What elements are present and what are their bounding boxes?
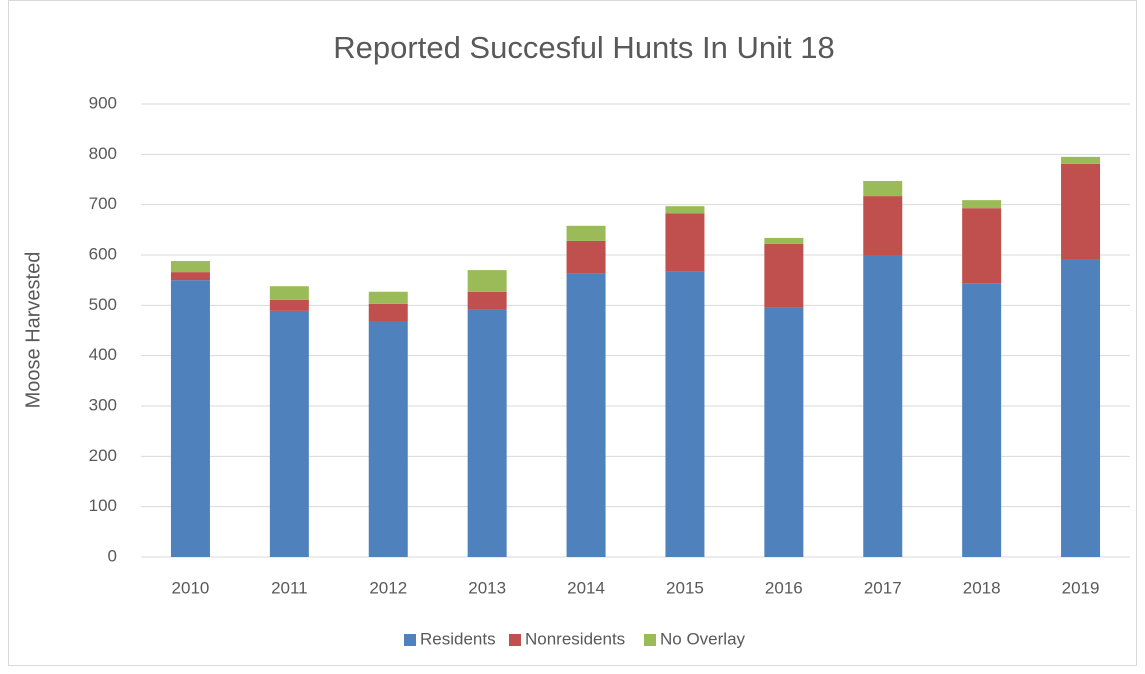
- x-tick-label: 2016: [765, 578, 803, 597]
- bar-segment: [269, 310, 309, 557]
- y-tick-label: 100: [89, 496, 117, 515]
- bar-segment: [665, 213, 705, 272]
- bar-segment: [1061, 259, 1101, 557]
- y-tick-label: 500: [89, 295, 117, 314]
- y-axis-label: Moose Harvested: [22, 252, 44, 409]
- legend-label: Residents: [420, 629, 496, 648]
- y-tick-label: 200: [89, 446, 117, 465]
- x-tick-label: 2012: [369, 578, 407, 597]
- bar-segment: [764, 237, 804, 244]
- bar-segment: [269, 299, 309, 311]
- y-tick-label: 300: [89, 395, 117, 414]
- bar-segment: [764, 243, 804, 308]
- legend-label: No Overlay: [660, 629, 746, 648]
- x-tick-label: 2013: [468, 578, 506, 597]
- bar-segment: [1061, 156, 1101, 164]
- legend-swatch: [644, 634, 656, 646]
- y-tick-label: 700: [89, 194, 117, 213]
- bar-segment: [863, 196, 903, 255]
- bar-segment: [566, 240, 606, 274]
- bar-segment: [368, 321, 408, 557]
- bar-segment: [962, 208, 1002, 284]
- bar-segment: [764, 307, 804, 557]
- bar-segment: [863, 181, 903, 197]
- y-tick-label: 0: [108, 546, 117, 565]
- bar-segment: [962, 200, 1002, 209]
- x-tick-label: 2011: [271, 578, 308, 597]
- y-tick-label: 800: [89, 144, 117, 163]
- legend-label: Nonresidents: [525, 629, 625, 648]
- x-tick-label: 2019: [1062, 578, 1100, 597]
- bar-segment: [170, 280, 210, 557]
- bar-segment: [962, 283, 1002, 557]
- legend-swatch: [404, 634, 416, 646]
- bar-segment: [368, 303, 408, 322]
- y-tick-label: 900: [89, 93, 117, 112]
- chart-title: Reported Succesful Hunts In Unit 18: [333, 30, 834, 65]
- x-tick-label: 2010: [172, 578, 210, 597]
- y-tick-label: 600: [89, 244, 117, 263]
- bar-segment: [368, 291, 408, 304]
- bar-segment: [566, 273, 606, 557]
- bar-segment: [1061, 163, 1101, 260]
- bar-segment: [467, 291, 507, 310]
- bar-segment: [467, 309, 507, 557]
- bar-segment: [566, 225, 606, 241]
- legend-swatch: [509, 634, 521, 646]
- bar-segment: [170, 272, 210, 281]
- bar-segment: [170, 261, 210, 273]
- x-tick-label: 2018: [963, 578, 1001, 597]
- x-tick-label: 2017: [864, 578, 902, 597]
- bar-segment: [863, 255, 903, 557]
- x-tick-label: 2015: [666, 578, 704, 597]
- bar-segment: [665, 206, 705, 214]
- bar-segment: [665, 271, 705, 557]
- bar-segment: [269, 286, 309, 300]
- bar-segment: [467, 270, 507, 292]
- y-tick-label: 400: [89, 345, 117, 364]
- x-tick-label: 2014: [567, 578, 605, 597]
